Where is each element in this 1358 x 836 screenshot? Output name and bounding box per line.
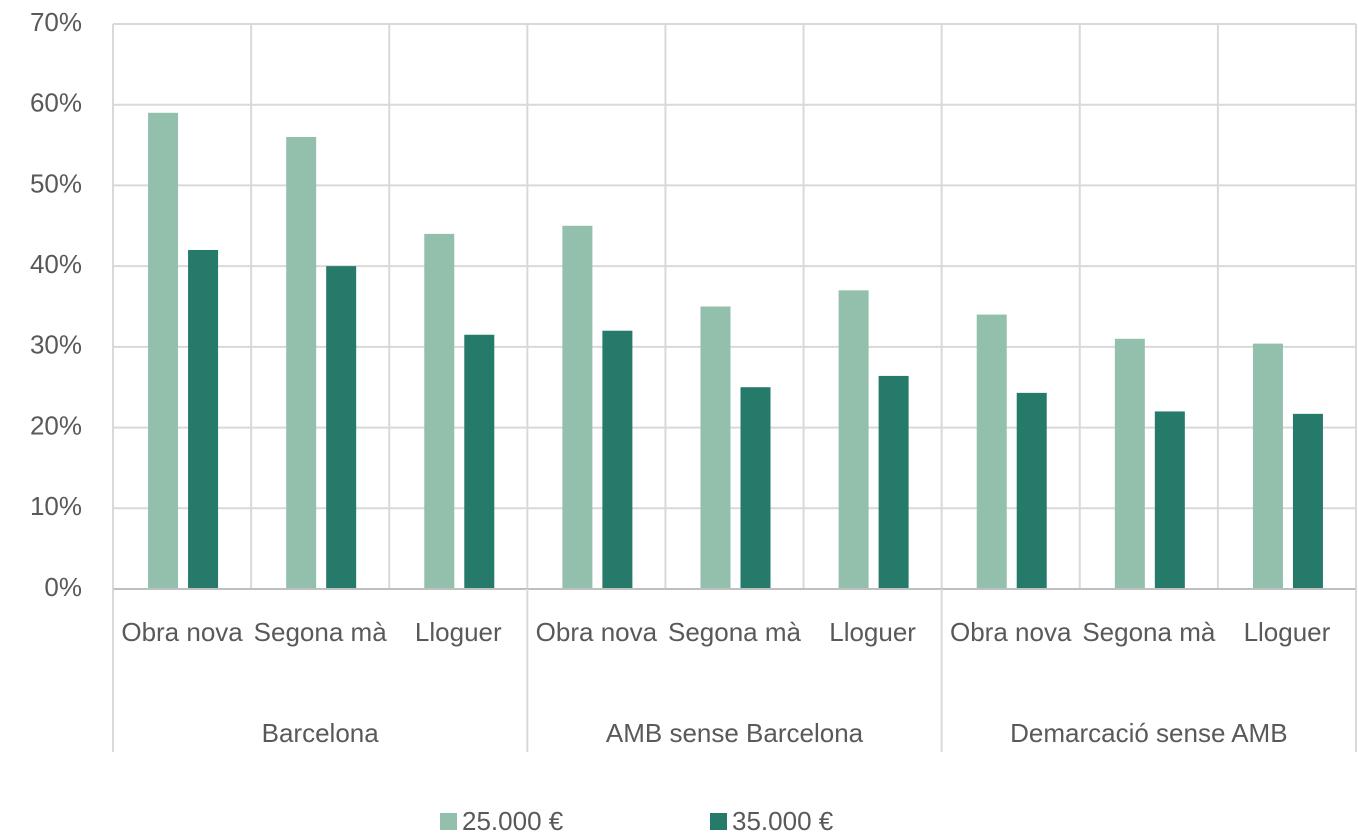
bar [602,330,633,589]
bar [148,112,179,590]
x-tick-label: Segona mà [253,617,387,647]
bar [700,306,731,589]
y-tick-label: 30% [30,330,82,360]
x-tick-label: Lloguer [829,617,916,647]
y-tick-label: 60% [30,88,82,118]
x-tick-label: Lloguer [1243,617,1331,647]
bar [1252,343,1283,589]
bar [1016,392,1047,589]
y-tick-label: 0% [44,572,82,602]
bar [326,266,357,589]
bar [740,387,771,589]
bar [464,334,495,589]
group-label: AMB sense Barcelona [606,718,864,748]
bar [1114,338,1145,589]
bar [1154,411,1185,589]
group-label: Barcelona [262,718,380,748]
bar [286,137,317,589]
x-tick-label: Obra nova [950,617,1072,647]
bar [562,225,593,590]
bar [878,375,909,589]
x-tick-label: Segona mà [668,617,801,647]
bar [424,233,455,589]
group-label: Demarcació sense AMB [1010,718,1287,748]
legend-label: 35.000 € [732,806,834,836]
y-tick-label: 20% [30,410,82,440]
x-tick-label: Lloguer [414,617,502,647]
bar [1292,413,1323,589]
y-tick-label: 40% [30,249,82,279]
x-tick-label: Obra nova [535,617,658,647]
legend-swatch [710,813,727,830]
legend-label: 25.000 € [462,806,564,836]
x-tick-label: Obra nova [121,617,243,647]
y-tick-label: 70% [30,7,82,37]
y-tick-label: 50% [30,168,82,198]
y-tick-label: 10% [30,491,82,521]
legend-swatch [440,813,457,830]
bar [838,290,869,589]
x-tick-label: Segona mà [1082,617,1216,647]
bar [188,250,219,589]
bar [976,314,1007,589]
